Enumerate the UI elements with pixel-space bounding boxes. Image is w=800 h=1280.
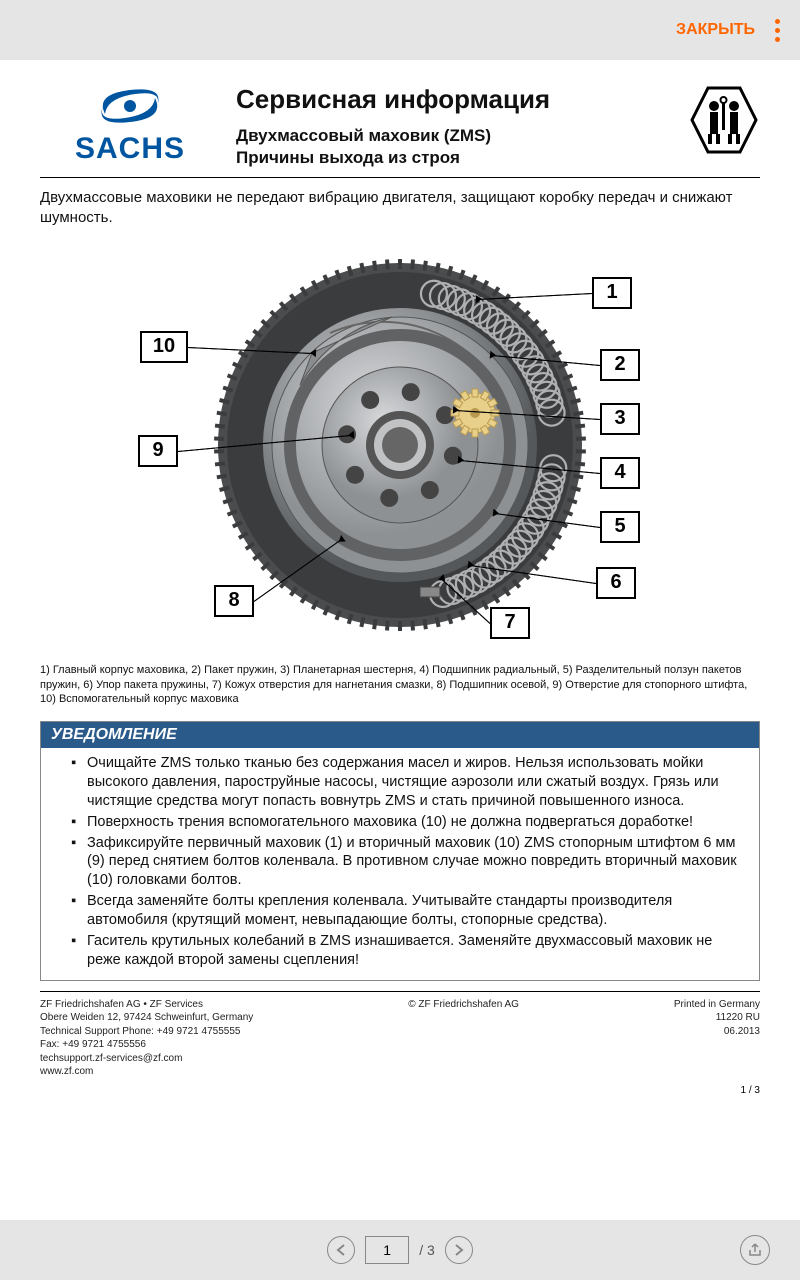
header-titles: Сервисная информация Двухмассовый махови… [236,84,672,169]
diagram-label-8: 8 [214,585,254,617]
footer-right: Printed in Germany11220 RU06.2013 [674,998,760,1079]
notice-box: УВЕДОМЛЕНИЕ Очищайте ZMS только тканью б… [40,721,760,980]
diagram-label-3: 3 [600,403,640,435]
prev-page-button[interactable] [327,1236,355,1264]
close-button[interactable]: ЗАКРЫТЬ [676,21,755,39]
notice-item: Поверхность трения вспомогательного махо… [71,813,747,832]
diagram-label-2: 2 [600,349,640,381]
header: SACHS Сервисная информация Двухмассовый … [40,84,760,169]
notice-item: Очищайте ZMS только тканью без содержани… [71,754,747,811]
notice-item: Всегда заменяйте болты крепления коленва… [71,892,747,930]
page-total: / 3 [419,1242,435,1258]
diagram-label-4: 4 [600,457,640,489]
notice-body: Очищайте ZMS только тканью без содержани… [41,748,759,979]
page-input[interactable] [365,1236,409,1264]
bottombar: / 3 [0,1220,800,1280]
diagram-label-6: 6 [596,567,636,599]
notice-item: Гаситель крутильных колебаний в ZMS изна… [71,932,747,970]
diagram-label-5: 5 [600,511,640,543]
flywheel-diagram: 1 2 3 4 5 6 7 8 9 10 [40,235,760,655]
notice-item: Зафиксируйте первичный маховик (1) и вто… [71,834,747,891]
footer-left: ZF Friedrichshafen AG • ZF ServicesObere… [40,998,253,1079]
diagram-label-1: 1 [592,277,632,309]
diagram-label-7: 7 [490,607,530,639]
page-number: 1 / 3 [40,1085,760,1096]
intro-text: Двухмассовые маховики не передают вибрац… [40,188,760,229]
page-footer: ZF Friedrichshafen AG • ZF ServicesObere… [40,991,760,1079]
flywheel-illustration [210,255,590,635]
diagram-label-10: 10 [140,331,188,363]
page-subtitle: Двухмассовый маховик (ZMS)Причины выхода… [236,125,672,169]
menu-icon[interactable] [775,19,780,42]
next-page-button[interactable] [445,1236,473,1264]
divider [40,177,760,178]
page-title: Сервисная информация [236,84,672,115]
diagram-legend: 1) Главный корпус маховика, 2) Пакет пру… [40,663,760,708]
brand-logo: SACHS [40,84,220,166]
logo-text: SACHS [40,132,220,166]
footer-center: © ZF Friedrichshafen AG [408,998,519,1079]
mechanic-icon [688,84,760,156]
diagram-label-9: 9 [138,435,178,467]
topbar: ЗАКРЫТЬ [0,0,800,60]
share-icon[interactable] [740,1235,770,1265]
sachs-swirl-icon [85,84,175,128]
document-page: SACHS Сервисная информация Двухмассовый … [0,60,800,1220]
notice-header: УВЕДОМЛЕНИЕ [41,722,759,748]
